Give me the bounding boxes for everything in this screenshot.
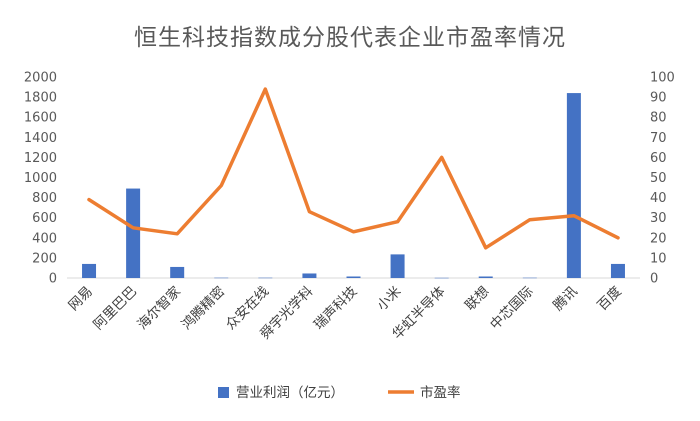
- bar: [566, 93, 581, 278]
- y-left-tick-label: 1000: [24, 171, 57, 186]
- y-left-tick-label: 600: [32, 211, 57, 226]
- y-right-tick-label: 30: [650, 211, 667, 226]
- y-right-tick-label: 50: [650, 171, 667, 186]
- series-line-pe: [87, 87, 620, 250]
- x-category-label: 海尔智家: [134, 282, 185, 333]
- y-right-tick-label: 90: [650, 91, 667, 106]
- x-category-label: 百度: [594, 284, 624, 314]
- bar: [522, 277, 537, 279]
- x-category-label: 网易: [65, 284, 95, 314]
- x-category-label: 鸿腾精密: [178, 283, 228, 333]
- bar: [302, 273, 317, 278]
- y-right-tick-label: 100: [650, 71, 675, 86]
- y-right-tick-label: 60: [650, 151, 667, 166]
- bar: [346, 276, 361, 278]
- bar: [478, 276, 493, 278]
- y-left-tick-label: 1800: [24, 91, 57, 106]
- legend-label-bar: 营业利润（亿元）: [236, 385, 344, 401]
- bar: [258, 277, 273, 279]
- x-category-label: 联想: [462, 284, 492, 314]
- bar: [214, 277, 229, 279]
- y-right-tick-label: 10: [650, 251, 667, 266]
- x-category-label: 小米: [374, 283, 405, 314]
- y-left-tick-label: 0: [49, 272, 57, 287]
- x-category-label: 阿里巴巴: [90, 284, 139, 333]
- y-right-tick-label: 80: [650, 111, 667, 126]
- y-right-tick-label: 70: [650, 131, 667, 146]
- x-category-label: 瑞声科技: [311, 283, 361, 333]
- y-right-tick-label: 0: [650, 272, 658, 287]
- bar: [434, 277, 449, 279]
- y-left-tick-label: 2000: [24, 71, 57, 86]
- legend-label-line: 市盈率: [420, 384, 461, 401]
- y-left-tick-label: 1600: [24, 111, 57, 126]
- y-left-tick-label: 800: [32, 191, 57, 206]
- x-category-label: 腾讯: [550, 282, 581, 313]
- bar: [390, 254, 405, 278]
- x-category-label: 中芯国际: [487, 284, 536, 333]
- bar: [126, 188, 141, 278]
- chart-title: 恒生科技指数成分股代表企业市盈率情况: [134, 25, 566, 51]
- bar: [82, 263, 97, 278]
- y-left-tick-label: 1400: [24, 131, 57, 146]
- y-left-tick-label: 1200: [24, 151, 57, 166]
- y-left-tick-label: 400: [32, 231, 57, 246]
- legend-swatch-bar: [218, 387, 229, 398]
- y-left-tick-label: 200: [32, 251, 57, 266]
- y-right-tick-label: 40: [650, 191, 667, 206]
- bar: [610, 263, 625, 278]
- y-right-tick-label: 20: [650, 231, 667, 246]
- bar: [170, 266, 185, 278]
